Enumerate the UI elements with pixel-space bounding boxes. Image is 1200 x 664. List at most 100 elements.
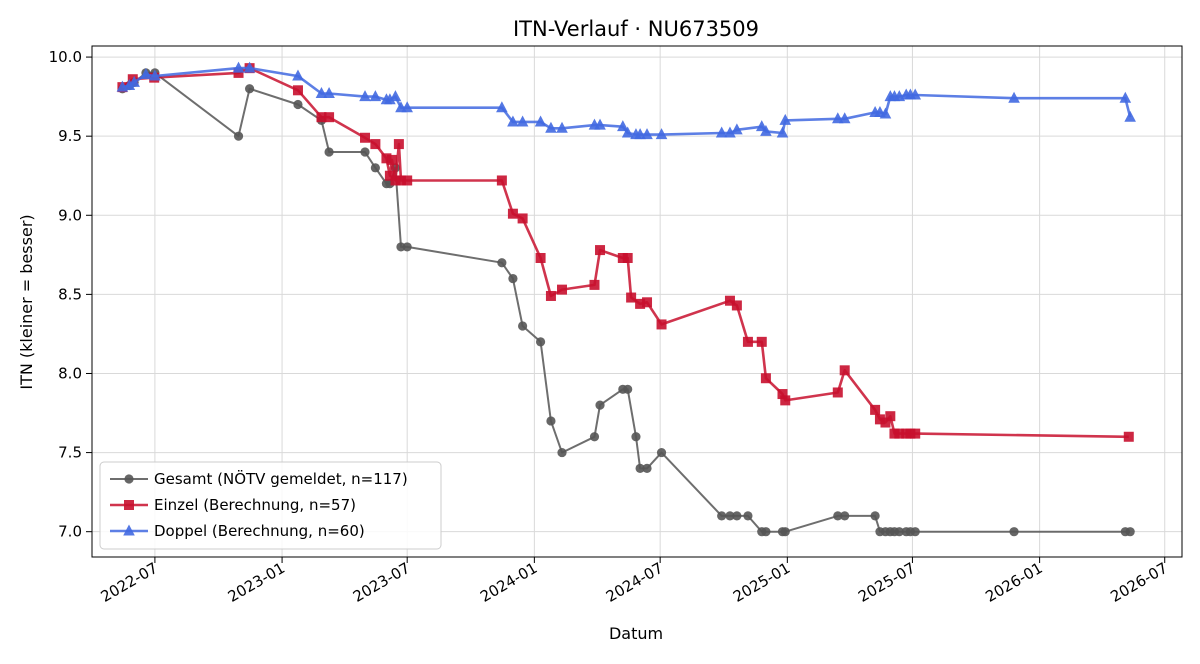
x-tick-label: 2026-01 [982, 559, 1045, 606]
data-point [724, 126, 736, 138]
data-point [894, 428, 905, 439]
data-point [316, 112, 327, 123]
data-point [756, 336, 767, 347]
data-point [589, 279, 600, 290]
x-tick-label: 2023-01 [225, 559, 288, 606]
data-point [508, 273, 518, 284]
data-point [369, 90, 382, 102]
data-point [623, 384, 633, 394]
data-point [622, 252, 633, 263]
data-point [1124, 110, 1136, 122]
data-point [779, 113, 792, 125]
data-point [1123, 431, 1134, 442]
data-point [1119, 91, 1132, 103]
data-point [557, 284, 568, 295]
data-point [545, 121, 557, 133]
x-axis-label: Datum [609, 624, 663, 643]
data-point [1009, 527, 1019, 537]
y-tick-label: 9.5 [58, 127, 82, 145]
data-point [731, 123, 743, 135]
data-point [384, 170, 395, 181]
data-point [323, 86, 335, 98]
data-point [635, 298, 646, 309]
data-point [384, 93, 396, 105]
data-point [594, 118, 606, 130]
data-point [885, 411, 896, 422]
data-point [635, 463, 645, 474]
data-point [389, 90, 402, 102]
plot-area [116, 61, 1136, 537]
data-point [776, 126, 789, 138]
y-tick-label: 8.0 [58, 364, 82, 382]
data-point [507, 208, 518, 219]
data-point [725, 511, 735, 521]
data-point [496, 101, 508, 113]
series-2 [117, 63, 1134, 442]
x-tick-label: 2025-07 [855, 559, 918, 606]
data-point [324, 112, 335, 123]
data-point [732, 511, 742, 521]
data-point [760, 373, 771, 384]
data-point [123, 524, 135, 536]
data-point [402, 242, 412, 252]
data-point [395, 175, 406, 186]
data-point [642, 297, 653, 308]
data-point [381, 153, 392, 164]
data-point [1008, 91, 1020, 103]
data-point [742, 336, 753, 347]
data-point [507, 115, 519, 127]
data-point [631, 432, 641, 442]
x-tick-label: 2022-07 [98, 559, 161, 606]
data-point [233, 131, 244, 141]
data-point [589, 432, 600, 442]
y-tick-label: 9.0 [58, 206, 82, 224]
data-point [595, 400, 605, 410]
data-point [839, 365, 850, 376]
data-point [655, 128, 668, 140]
data-point [880, 417, 891, 428]
legend-label: Einzel (Berechnung, n=57) [154, 496, 356, 514]
series-1 [117, 68, 1135, 537]
data-point [123, 79, 136, 91]
data-point [360, 132, 371, 143]
y-tick-label: 8.5 [58, 285, 82, 303]
data-point [656, 319, 667, 330]
data-point [731, 300, 742, 311]
data-point [233, 67, 244, 78]
data-point [642, 463, 652, 474]
data-point [293, 99, 303, 110]
data-point [535, 337, 546, 347]
data-point [761, 527, 771, 537]
data-point [910, 527, 920, 537]
series-line [121, 66, 1129, 439]
data-point [743, 511, 753, 521]
data-point [292, 69, 304, 81]
data-point [534, 115, 547, 127]
legend: Gesamt (NÖTV gemeldet, n=117) Einzel (Ber… [99, 461, 442, 550]
y-tick-label: 7.5 [58, 444, 82, 462]
data-point [874, 414, 885, 425]
data-point [617, 120, 629, 132]
data-point [516, 115, 529, 127]
data-point [360, 147, 370, 157]
data-point [140, 67, 152, 79]
y-axis-label: ITN (kleiner = besser) [17, 214, 36, 389]
data-point [518, 321, 528, 331]
data-point [243, 61, 256, 73]
data-point [496, 175, 507, 186]
data-point [546, 416, 556, 426]
data-point [359, 90, 371, 102]
data-point [838, 112, 851, 124]
data-point [556, 121, 568, 133]
data-point [315, 86, 328, 98]
data-point [840, 511, 850, 521]
data-point [370, 163, 380, 173]
y-tick-label: 10.0 [49, 48, 82, 66]
data-point [724, 295, 735, 306]
series-3 [116, 61, 1136, 140]
data-point [870, 511, 880, 521]
data-point [370, 139, 381, 150]
legend-label: Gesamt (NÖTV gemeldet, n=117) [154, 469, 408, 488]
data-point [324, 147, 334, 157]
